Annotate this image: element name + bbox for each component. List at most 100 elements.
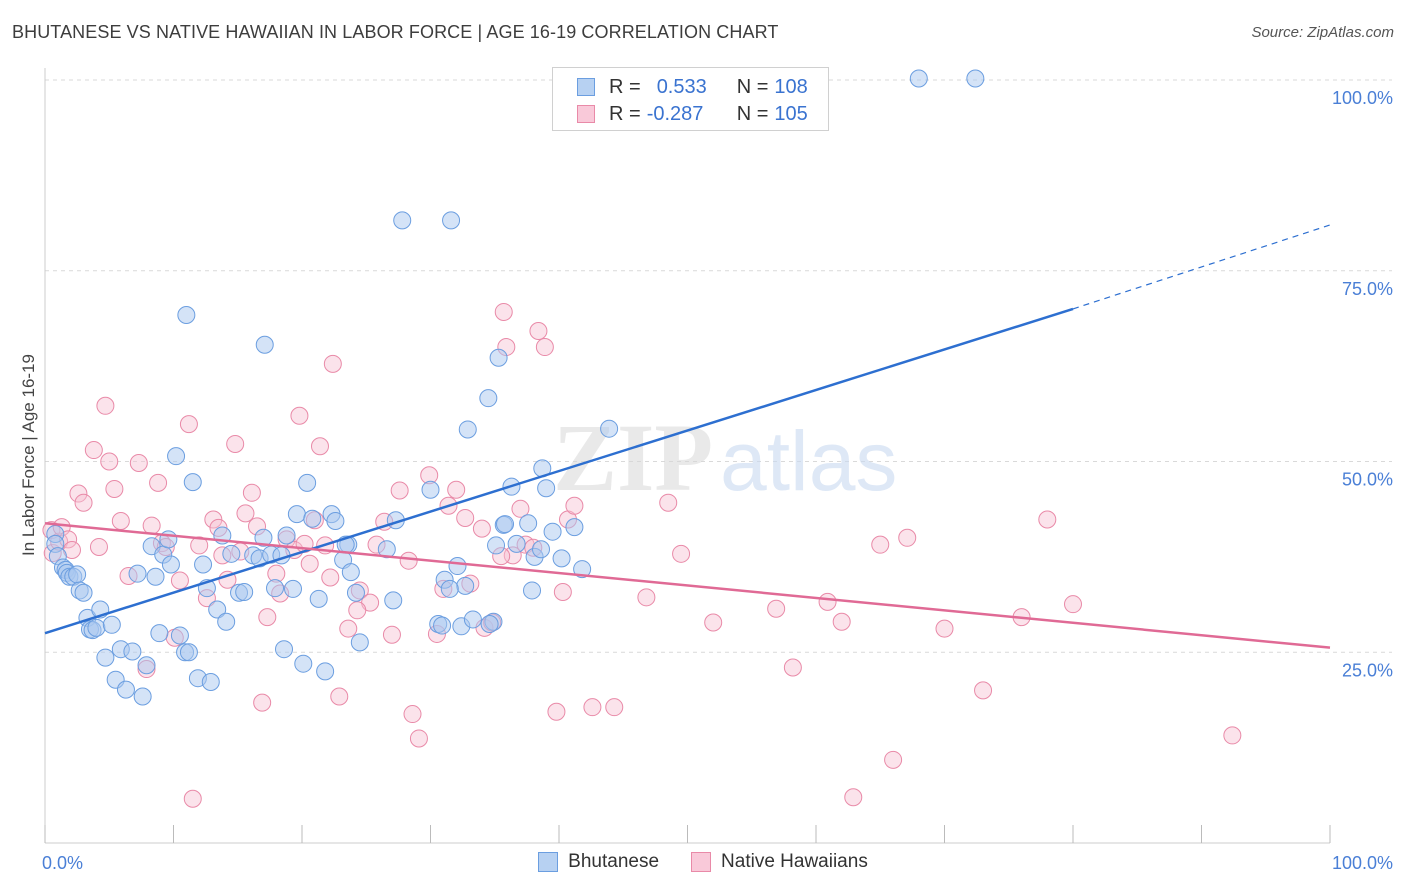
- data-point-native-hawaiians: [226, 434, 245, 453]
- data-point-bhutanese: [102, 615, 121, 634]
- data-point-native-hawaiians: [69, 484, 88, 503]
- data-point-bhutanese: [284, 579, 303, 598]
- axes: [44, 68, 1331, 844]
- data-point-native-hawaiians: [547, 702, 566, 721]
- data-point-bhutanese: [159, 530, 178, 549]
- data-point-native-hawaiians: [672, 544, 691, 563]
- data-point-native-hawaiians: [390, 481, 409, 500]
- data-point-bhutanese: [275, 640, 294, 659]
- legend-swatch-blue: [538, 852, 559, 872]
- data-point-native-hawaiians: [783, 658, 802, 677]
- data-point-native-hawaiians: [105, 479, 124, 498]
- data-point-bhutanese: [116, 680, 135, 699]
- legend-item-native-hawaiians[interactable]: Native Hawaiians: [691, 851, 868, 873]
- data-point-native-hawaiians: [348, 601, 367, 620]
- data-point-bhutanese: [909, 69, 928, 88]
- data-point-native-hawaiians: [447, 480, 466, 499]
- legend-item-bhutanese[interactable]: Bhutanese: [538, 851, 659, 873]
- data-point-bhutanese: [316, 662, 335, 681]
- y-tick-label: 50.0%: [1342, 470, 1393, 490]
- data-point-native-hawaiians: [142, 516, 161, 535]
- data-point-bhutanese: [600, 419, 619, 438]
- data-point-native-hawaiians: [183, 789, 202, 808]
- data-point-native-hawaiians: [330, 687, 349, 706]
- data-point-bhutanese: [201, 673, 220, 692]
- data-point-native-hawaiians: [403, 705, 422, 724]
- data-point-native-hawaiians: [111, 512, 130, 531]
- data-point-bhutanese: [966, 69, 985, 88]
- data-point-native-hawaiians: [1038, 510, 1057, 529]
- data-point-native-hawaiians: [974, 681, 993, 700]
- data-point-bhutanese: [341, 563, 360, 582]
- legend-swatch-blue: [577, 78, 595, 96]
- data-point-bhutanese: [146, 567, 165, 586]
- legend-n-label: N =: [736, 75, 769, 98]
- data-point-bhutanese: [519, 514, 538, 533]
- legend-n-value: 105: [774, 102, 808, 125]
- data-point-bhutanese: [133, 687, 152, 706]
- data-point-bhutanese: [294, 654, 313, 673]
- legend-row-native-hawaiians: R = -0.287 N = 105: [577, 102, 808, 126]
- data-point-native-hawaiians: [637, 588, 656, 607]
- data-point-bhutanese: [480, 615, 499, 634]
- data-point-native-hawaiians: [89, 537, 108, 556]
- data-point-native-hawaiians: [659, 493, 678, 512]
- data-point-native-hawaiians: [565, 496, 584, 515]
- data-point-bhutanese: [235, 582, 254, 601]
- trend-line-bhutanese-extension: [1072, 224, 1331, 310]
- data-point-bhutanese: [507, 534, 526, 553]
- data-point-bhutanese: [123, 642, 142, 661]
- series-legend: Bhutanese Native Hawaiians: [0, 851, 1406, 873]
- y-tick-label: 75.0%: [1342, 279, 1393, 299]
- data-point-bhutanese: [442, 211, 461, 230]
- data-point-native-hawaiians: [844, 788, 863, 807]
- data-point-native-hawaiians: [258, 608, 277, 627]
- trend-line-bhutanese: [44, 307, 1074, 635]
- data-point-bhutanese: [68, 565, 87, 584]
- data-point-bhutanese: [565, 518, 584, 537]
- watermark-zip: ZIP: [553, 404, 713, 511]
- data-point-native-hawaiians: [494, 302, 513, 321]
- data-point-native-hawaiians: [129, 454, 148, 473]
- tick-labels: 100.0% 75.0% 50.0% 25.0% 0.0% 100.0%: [42, 88, 1393, 873]
- data-point-native-hawaiians: [605, 698, 624, 717]
- data-point-bhutanese: [208, 600, 227, 619]
- legend-n-label: N =: [736, 102, 769, 125]
- data-point-bhutanese: [161, 555, 180, 574]
- trend-lines: [44, 224, 1331, 649]
- data-point-bhutanese: [456, 576, 475, 595]
- data-point-bhutanese: [277, 526, 296, 545]
- legend-swatch-pink: [577, 105, 595, 123]
- legend-label: Native Hawaiians: [721, 851, 868, 872]
- data-point-bhutanese: [350, 633, 369, 652]
- data-point-native-hawaiians: [149, 473, 168, 492]
- data-point-bhutanese: [532, 540, 551, 559]
- data-point-native-hawaiians: [204, 510, 223, 529]
- data-point-native-hawaiians: [456, 508, 475, 527]
- data-point-native-hawaiians: [179, 415, 198, 434]
- data-point-bhutanese: [298, 473, 317, 492]
- legend-swatch-pink: [691, 852, 712, 872]
- data-point-native-hawaiians: [84, 441, 103, 460]
- data-point-bhutanese: [309, 589, 328, 608]
- data-point-native-hawaiians: [871, 535, 890, 554]
- data-point-native-hawaiians: [409, 729, 428, 748]
- legend-r-label: R =: [609, 75, 641, 98]
- data-point-bhutanese: [177, 306, 196, 325]
- data-point-native-hawaiians: [74, 493, 93, 512]
- legend-r-value: 0.533: [656, 75, 707, 98]
- data-point-native-hawaiians: [1223, 726, 1242, 745]
- data-point-bhutanese: [487, 536, 506, 555]
- data-point-native-hawaiians: [884, 750, 903, 769]
- data-point-bhutanese: [479, 389, 498, 408]
- data-point-native-hawaiians: [339, 619, 358, 638]
- data-point-native-hawaiians: [472, 519, 491, 538]
- data-point-native-hawaiians: [553, 582, 572, 601]
- data-point-native-hawaiians: [321, 568, 340, 587]
- data-point-native-hawaiians: [323, 354, 342, 373]
- data-point-native-hawaiians: [290, 406, 309, 425]
- data-point-bhutanese: [384, 591, 403, 610]
- stats-legend: R = 0.533 N = 108 R = -0.287 N = 105: [552, 67, 829, 131]
- data-point-bhutanese: [326, 512, 345, 531]
